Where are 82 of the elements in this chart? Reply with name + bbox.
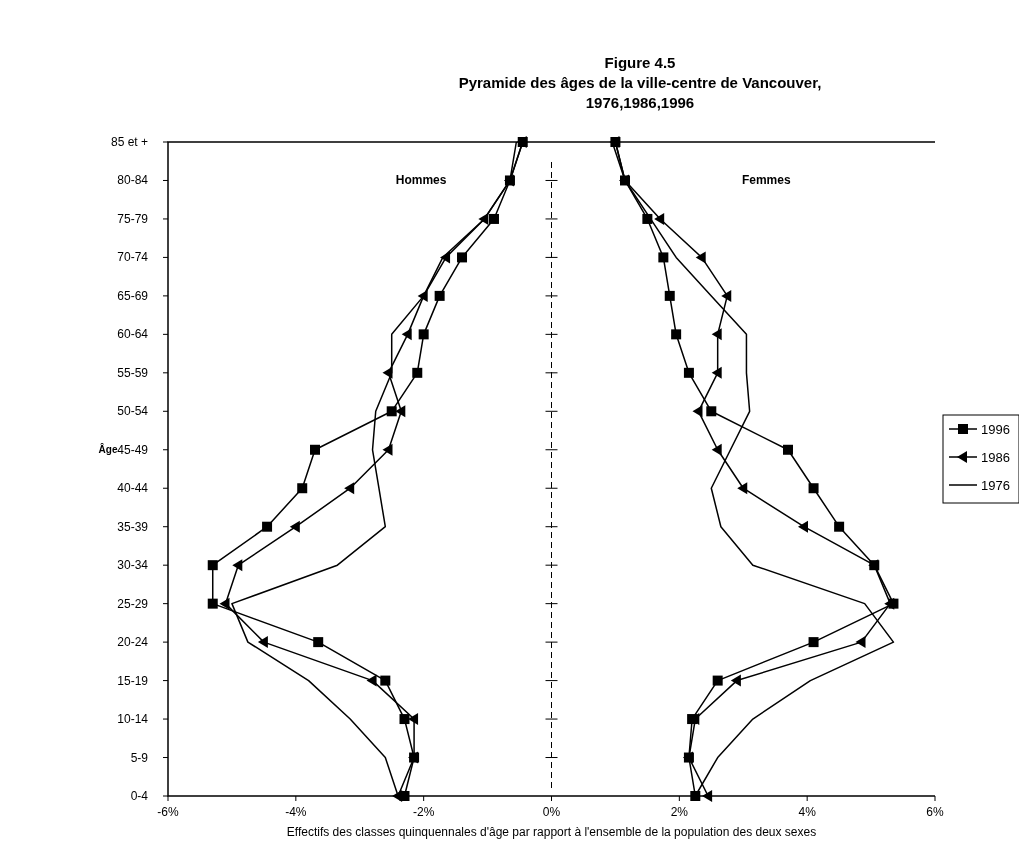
legend-label: 1986 — [981, 450, 1010, 465]
y-tick-label: 15-19 — [117, 673, 149, 688]
point — [855, 636, 866, 649]
x-tick-label: 2% — [670, 805, 689, 819]
x-tick-label: 0% — [542, 805, 561, 819]
y-tick-label: 5-9 — [130, 750, 149, 765]
x-tick-label: -4% — [285, 805, 307, 819]
y-tick-label: 35-39 — [117, 519, 149, 534]
point — [382, 443, 393, 456]
point — [797, 520, 808, 533]
y-tick-label: 45-49 — [117, 442, 149, 457]
point — [366, 674, 377, 687]
point — [380, 675, 391, 686]
point — [808, 637, 819, 648]
x-tick-label: 6% — [926, 805, 944, 819]
point — [782, 444, 793, 455]
chart-title: Figure 4.5 — [604, 54, 676, 71]
point — [257, 636, 268, 649]
annotation: Hommes — [395, 173, 447, 188]
x-tick-label: -6% — [157, 805, 179, 819]
point — [692, 405, 703, 418]
y-tick-label: 60-64 — [117, 327, 149, 342]
point — [690, 791, 701, 801]
point — [418, 329, 429, 340]
y-tick-label: 25-29 — [117, 596, 149, 611]
legend-label: 1976 — [981, 478, 1010, 493]
y-tick-label: 0-4 — [130, 789, 149, 803]
y-tick-label: 70-74 — [117, 250, 149, 265]
point — [408, 713, 419, 726]
x-tick-label: -2% — [412, 805, 435, 819]
x-tick-label: 4% — [798, 805, 817, 819]
point — [289, 520, 300, 533]
point — [412, 367, 423, 378]
point — [310, 444, 321, 455]
point — [262, 521, 273, 532]
point — [671, 329, 682, 340]
legend-label: 1996 — [981, 422, 1010, 437]
point — [654, 212, 665, 225]
point — [395, 405, 406, 418]
point — [207, 598, 218, 609]
point — [434, 290, 445, 301]
annotation: Femmes — [741, 173, 791, 188]
y-tick-label: 85 et + — [110, 135, 148, 149]
point — [219, 597, 230, 610]
point — [702, 790, 713, 802]
point — [401, 328, 412, 341]
point — [730, 674, 741, 687]
point — [695, 251, 706, 264]
y-tick-label: 40-44 — [117, 481, 149, 496]
y-tick-label: 80-84 — [117, 173, 149, 188]
y-tick-label: 30-34 — [117, 558, 149, 573]
point — [737, 482, 748, 495]
point — [457, 252, 468, 263]
y-axis-title: Âge — [98, 442, 118, 455]
point — [706, 406, 717, 417]
y-tick-label: 75-79 — [117, 211, 149, 226]
point — [313, 637, 324, 648]
point — [399, 714, 410, 725]
point — [207, 560, 218, 571]
point — [232, 559, 243, 572]
point — [711, 328, 722, 341]
y-tick-label: 55-59 — [117, 365, 149, 380]
x-axis-title: Effectifs des classes quinquennales d'âge par rapport à l'ensemble de la population des deux sexes — [286, 825, 817, 839]
point — [344, 482, 355, 495]
point — [683, 367, 694, 378]
y-tick-label: 20-24 — [117, 635, 149, 650]
y-tick-label: 10-14 — [117, 712, 149, 727]
point — [711, 366, 722, 379]
point — [297, 483, 308, 494]
point — [488, 213, 499, 224]
y-tick-label: 65-69 — [117, 288, 149, 303]
point — [721, 289, 732, 302]
point — [664, 290, 675, 301]
chart-subtitle: Pyramide des âges de la ville-centre de Vancouver, 1976,1986,1996 — [458, 74, 822, 111]
point — [712, 675, 723, 686]
point — [386, 406, 397, 417]
point — [834, 521, 845, 532]
point — [711, 443, 722, 456]
point — [658, 252, 669, 263]
point — [884, 597, 895, 610]
y-tick-label: 50-54 — [117, 404, 149, 419]
point — [808, 483, 819, 494]
